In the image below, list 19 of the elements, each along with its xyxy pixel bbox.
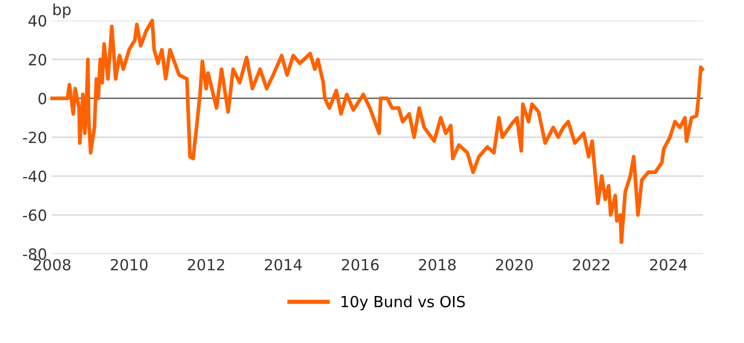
y-tick-label: -20 [23, 132, 46, 144]
x-tick-label: 2016 [342, 258, 379, 271]
y-tick-label: 0 [38, 92, 46, 104]
x-tick-label: 2024 [650, 258, 687, 271]
y-tick-label: -40 [23, 170, 46, 182]
x-tick-label: 2012 [188, 258, 224, 271]
y-tick-label: -60 [23, 209, 46, 221]
y-tick-label: 20 [28, 54, 46, 66]
line-series [50, 18, 704, 244]
y-axis-title: bp [53, 3, 71, 18]
x-tick-label: 2018 [418, 258, 456, 271]
y-tick-label: -80 [23, 248, 46, 260]
x-tick-label: 2010 [110, 258, 148, 271]
x-tick-label: 2014 [264, 258, 302, 271]
legend-label: 10y Bund vs OIS [342, 296, 465, 310]
y-tick-label: 40 [28, 15, 46, 27]
x-tick-label: 2020 [496, 258, 533, 271]
x-tick-label: 2022 [573, 258, 610, 271]
x-tick-label: 2008 [34, 258, 70, 271]
